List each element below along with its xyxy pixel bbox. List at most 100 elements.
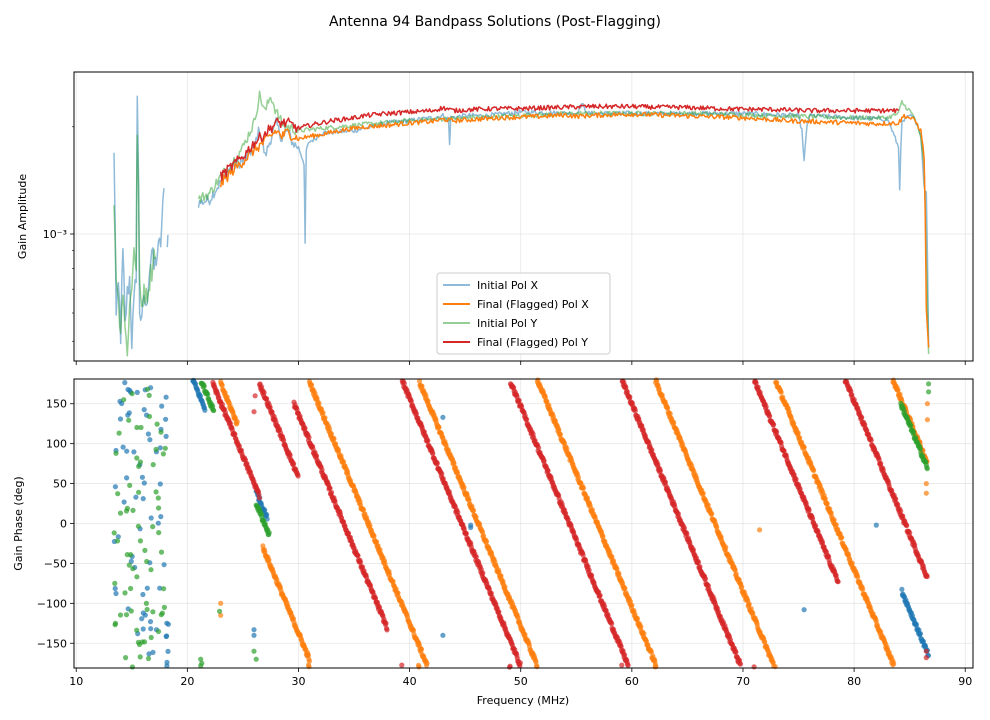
phase-point <box>425 398 431 404</box>
phase-point <box>328 431 335 437</box>
phase-point <box>839 534 845 541</box>
phase-point <box>355 553 361 559</box>
phase-point <box>470 507 477 513</box>
phase-point <box>739 584 745 590</box>
phase-point <box>898 508 904 514</box>
phase-point <box>148 634 154 641</box>
phase-ytick-label--50: −50 <box>44 557 67 570</box>
phase-xtick-label-70: 70 <box>736 675 750 688</box>
phase-points-final-flagged-pol-y <box>210 378 930 670</box>
phase-point <box>360 507 367 513</box>
phase-point <box>135 639 141 645</box>
phase-point <box>833 522 839 528</box>
phase-point <box>205 391 211 398</box>
phase-point <box>219 382 225 388</box>
phase-point <box>797 435 803 441</box>
phase-ylabel: Gain Phase (deg) <box>12 476 25 570</box>
phase-point <box>924 401 931 407</box>
phase-point <box>137 654 143 660</box>
phase-point <box>632 408 638 414</box>
phase-point <box>536 445 542 451</box>
phase-point <box>159 403 165 409</box>
phase-point <box>264 512 270 518</box>
phase-point <box>146 392 152 398</box>
phase-point <box>139 474 145 480</box>
phase-xtick-label-80: 80 <box>847 675 861 688</box>
phase-point <box>130 566 136 572</box>
amp-ytick-label: 10⁻³ <box>43 228 67 241</box>
phase-point <box>316 400 322 406</box>
phase-point <box>384 627 390 633</box>
phase-point <box>700 490 706 496</box>
phase-point <box>541 458 547 464</box>
phase-point <box>575 474 582 480</box>
phase-point <box>256 495 262 501</box>
phase-point <box>137 459 143 465</box>
phase-point <box>904 522 910 529</box>
phase-point <box>154 421 160 427</box>
phase-point <box>496 609 502 615</box>
phase-point <box>533 659 539 665</box>
phase-point <box>320 410 326 416</box>
phase-point <box>473 514 479 520</box>
phase-point <box>331 436 337 442</box>
phase-point <box>161 604 167 611</box>
phase-point <box>137 538 143 544</box>
phase-point <box>891 661 897 667</box>
phase-point <box>125 412 131 418</box>
phase-point <box>136 463 142 469</box>
legend-label-initial-pol-x: Initial Pol X <box>477 279 538 292</box>
phase-point <box>129 391 135 397</box>
phase-point <box>141 480 147 486</box>
phase-point <box>434 460 440 466</box>
phase-point <box>111 530 117 536</box>
phase-point <box>147 437 153 443</box>
phase-ytick-label-100: 100 <box>46 438 67 451</box>
phase-series <box>111 377 932 670</box>
phase-point <box>516 397 522 403</box>
amplitude-ylabel: Gain Amplitude <box>16 174 29 259</box>
phase-point <box>218 600 224 606</box>
legend-box <box>436 272 611 355</box>
phase-point <box>629 602 635 608</box>
phase-point <box>162 445 168 451</box>
phase-ytick-label--150: −150 <box>37 637 67 650</box>
phase-point <box>134 389 140 395</box>
phase-point <box>757 527 763 533</box>
phase-point <box>251 632 257 638</box>
phase-point <box>623 384 629 390</box>
phase-point <box>600 533 606 540</box>
phase-point <box>122 380 128 386</box>
phase-point <box>134 424 140 431</box>
phase-point <box>580 485 587 491</box>
phase-point <box>771 421 777 427</box>
phase-xtick-label-10: 10 <box>69 675 83 688</box>
phase-point <box>114 538 121 544</box>
phase-point <box>161 562 167 568</box>
phase-point <box>157 445 163 451</box>
phase-point <box>430 451 436 457</box>
phase-point <box>440 414 446 420</box>
phase-point <box>210 403 216 409</box>
phase-point <box>147 619 154 625</box>
phase-point <box>157 585 163 591</box>
phase-point <box>908 423 914 429</box>
phase-point <box>146 413 153 420</box>
phase-point <box>125 386 131 393</box>
phase-point <box>117 612 124 618</box>
amplitude-axes-frame <box>73 71 974 362</box>
phase-point <box>488 590 494 596</box>
phase-point <box>418 646 425 653</box>
phase-point <box>236 443 242 449</box>
phase-point <box>115 534 121 540</box>
phase-point <box>436 424 442 430</box>
phase-point <box>198 656 204 662</box>
phase-point <box>813 523 819 529</box>
phase-point <box>134 455 140 461</box>
phase-point <box>483 538 490 545</box>
phase-point <box>410 627 417 634</box>
phase-point <box>144 386 151 392</box>
phase-point <box>614 566 620 572</box>
phase-xtick-label-20: 20 <box>180 675 194 688</box>
